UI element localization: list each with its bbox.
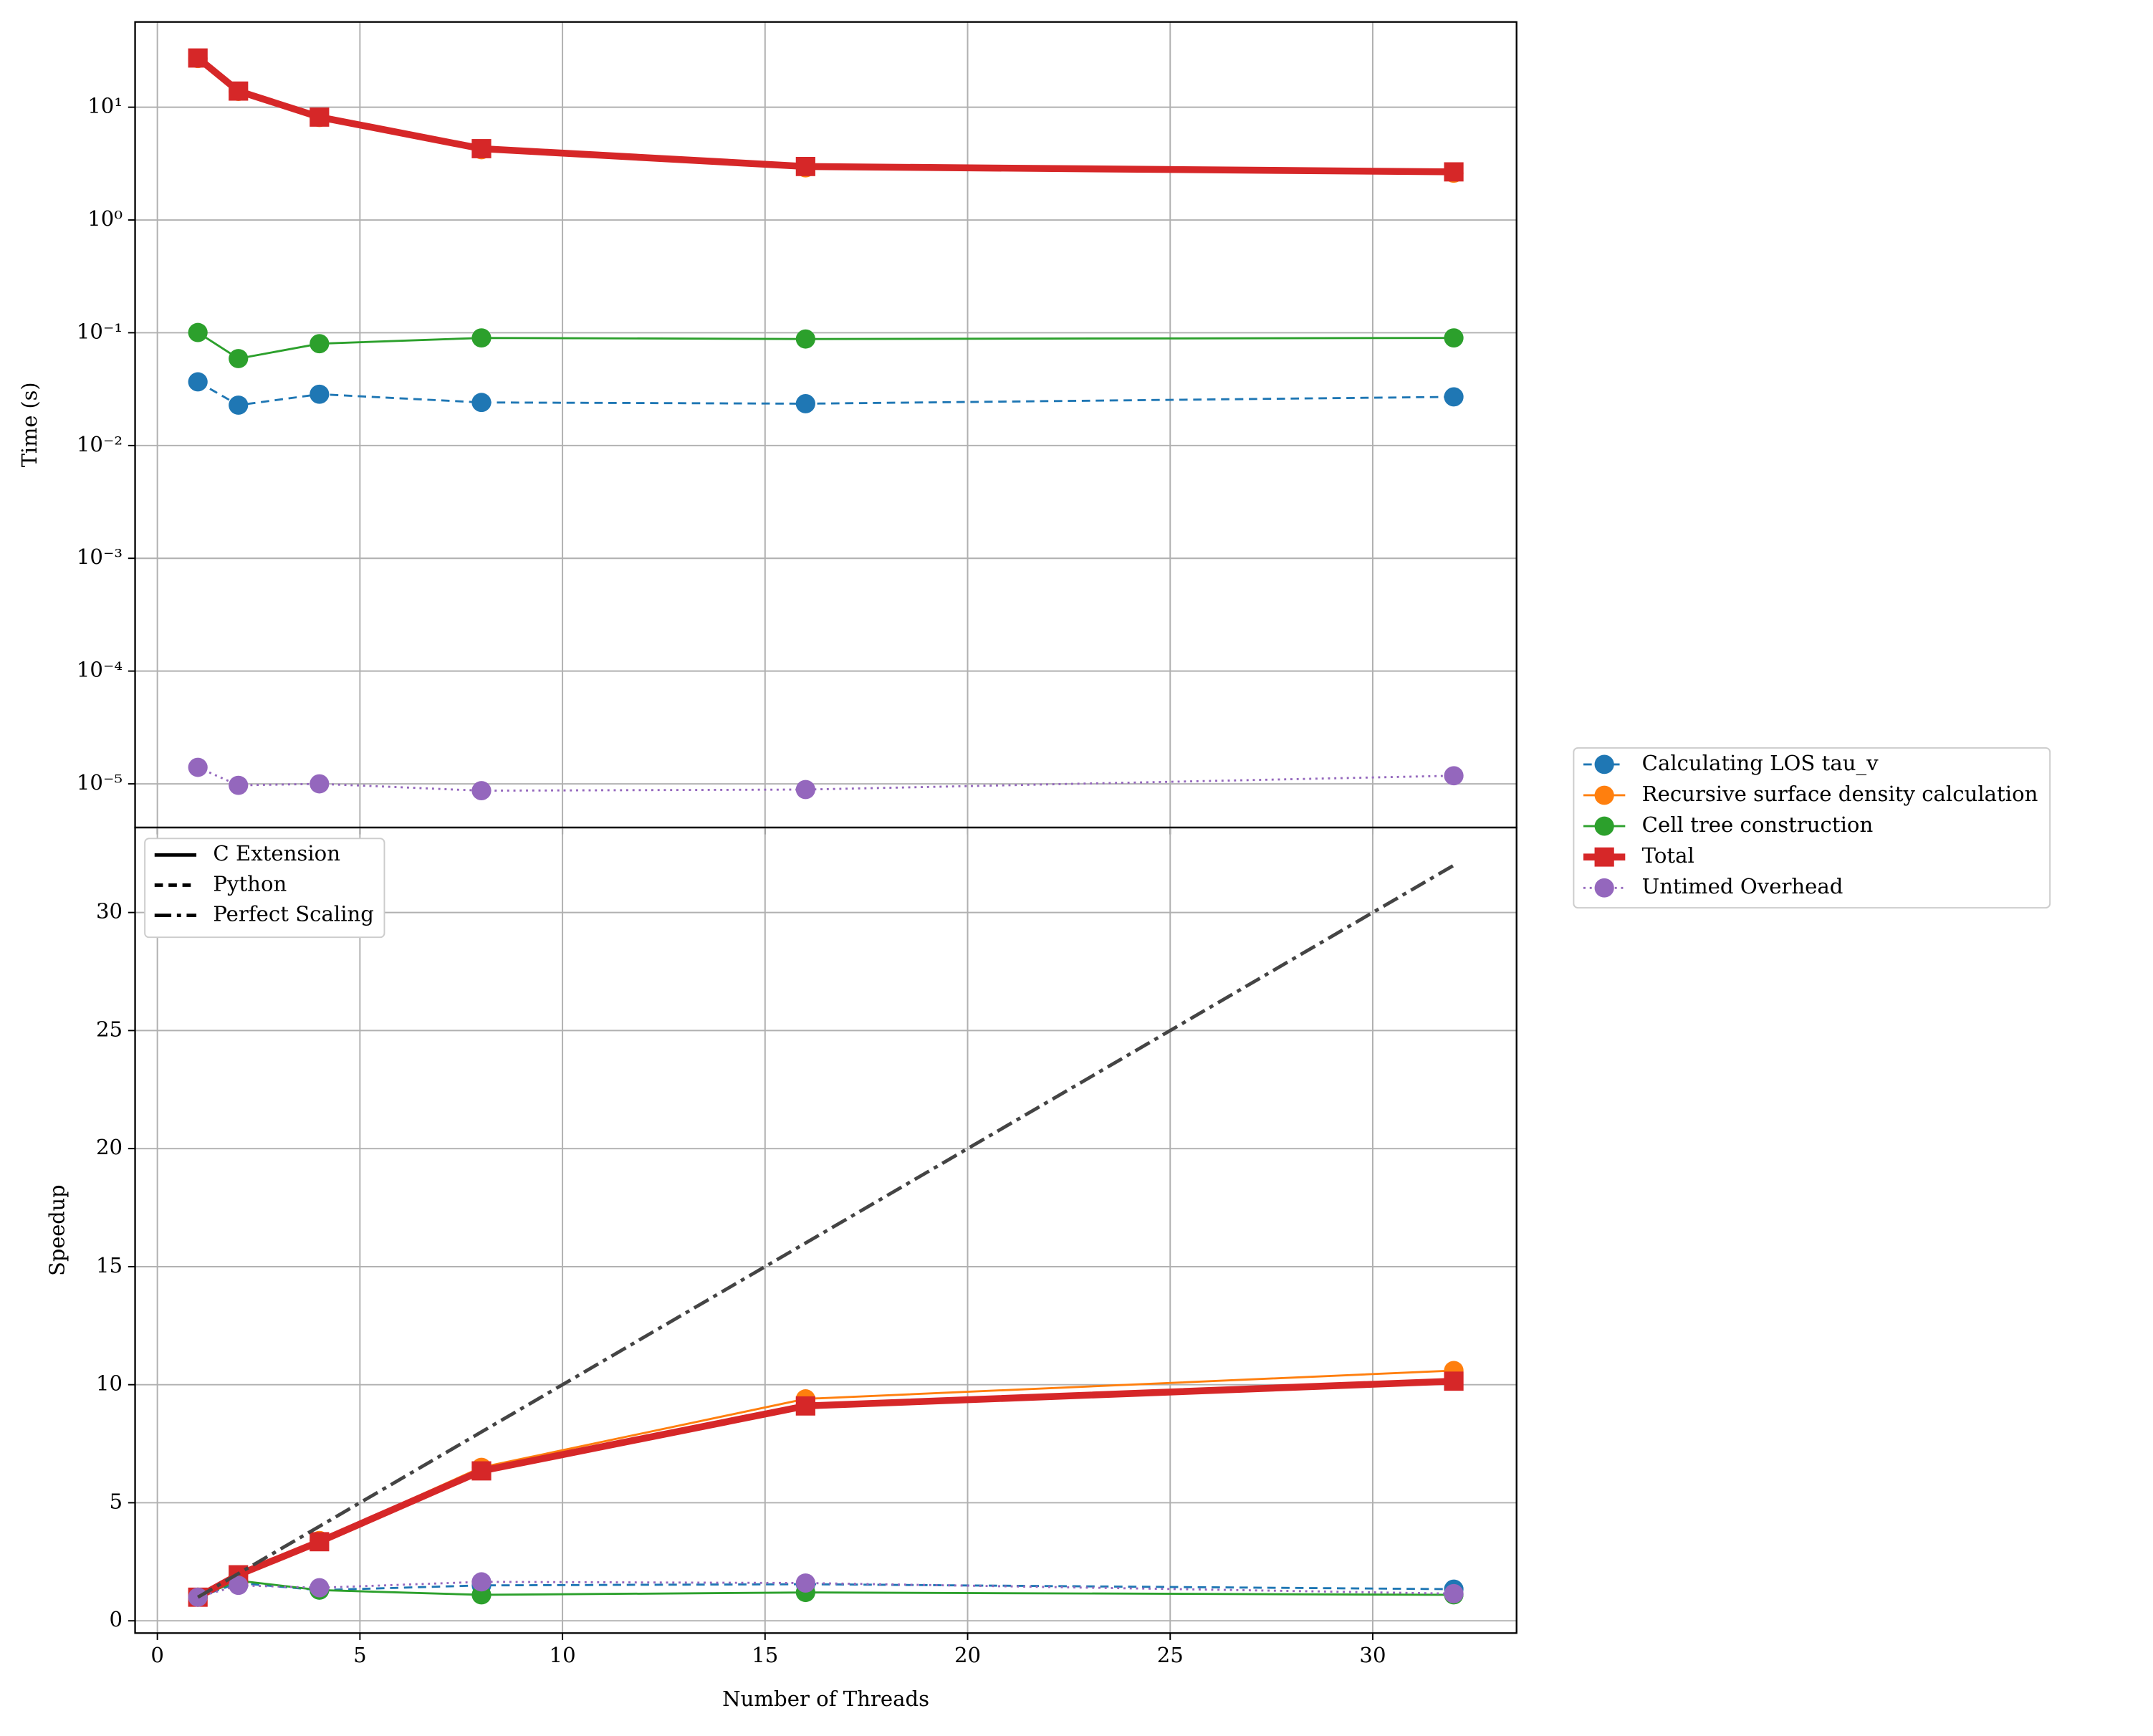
y-tick-label: 10⁻⁵ <box>77 770 123 795</box>
series-line <box>196 863 1455 1599</box>
point <box>310 774 330 794</box>
point <box>229 395 249 415</box>
y-tick-label: 10⁻² <box>77 432 123 456</box>
point <box>310 107 330 127</box>
series-line <box>197 331 1454 360</box>
y-axis-label: Speedup <box>44 1184 69 1275</box>
x-tick-label: 10 <box>550 1643 576 1667</box>
point <box>471 139 492 158</box>
point <box>795 1396 815 1416</box>
legend-label: Untimed Overhead <box>1642 874 1843 898</box>
legend-box <box>144 838 385 939</box>
point <box>471 328 492 348</box>
point <box>1444 328 1464 348</box>
legend-label: Python <box>213 872 287 896</box>
y-tick-label: 10¹ <box>87 94 123 118</box>
point <box>1444 387 1464 407</box>
legend-label: C Extension <box>213 841 340 865</box>
series-line <box>197 57 1454 175</box>
y-tick-label: 20 <box>96 1135 123 1159</box>
series-line <box>197 1579 1454 1598</box>
point <box>188 372 208 392</box>
point <box>229 1576 249 1596</box>
point <box>795 780 815 800</box>
point <box>310 384 330 404</box>
series-line <box>197 766 1454 792</box>
plot-frame <box>134 826 1517 1634</box>
point <box>229 81 249 101</box>
point <box>188 757 208 777</box>
point <box>188 322 208 342</box>
series-line <box>197 380 1454 406</box>
y-tick-label: 5 <box>109 1490 123 1514</box>
legend-marker <box>1594 847 1614 867</box>
point <box>229 775 249 795</box>
point <box>795 329 815 349</box>
point <box>471 393 492 413</box>
x-tick-label: 25 <box>1157 1643 1184 1667</box>
point <box>310 1532 330 1552</box>
point <box>471 1572 492 1592</box>
legend-label: Cell tree construction <box>1642 812 1874 837</box>
point <box>471 1461 492 1481</box>
legend-label: Total <box>1642 843 1694 868</box>
point <box>310 1578 330 1598</box>
y-tick-label: 10 <box>96 1371 123 1396</box>
y-tick-label: 10⁻³ <box>77 545 123 569</box>
x-tick-label: 20 <box>954 1643 981 1667</box>
point <box>1444 1583 1464 1603</box>
y-tick-label: 30 <box>96 899 123 924</box>
y-tick-label: 15 <box>96 1253 123 1277</box>
y-tick-label: 10⁰ <box>87 206 123 231</box>
y-tick-label: 10⁻⁴ <box>77 658 123 682</box>
legend-marker <box>1594 754 1614 775</box>
legend-marker <box>1594 878 1614 898</box>
point <box>795 394 815 413</box>
point <box>1444 162 1464 182</box>
x-tick-label: 30 <box>1359 1643 1386 1667</box>
series-line <box>196 55 1454 176</box>
point <box>188 48 208 68</box>
point <box>795 156 815 176</box>
point <box>1444 1371 1464 1391</box>
point <box>471 781 492 800</box>
x-tick-label: 5 <box>353 1643 367 1667</box>
x-tick-label: 15 <box>752 1643 778 1667</box>
point <box>310 334 330 354</box>
legend-label: Recursive surface density calculation <box>1642 782 2038 806</box>
legend-label: Calculating LOS tau_v <box>1642 751 1879 776</box>
y-axis-label: Time (s) <box>17 382 42 467</box>
plot-frame <box>134 21 1517 829</box>
legend-label: Perfect Scaling <box>213 902 374 926</box>
x-axis-label: Number of Threads <box>722 1687 929 1711</box>
x-tick-label: 0 <box>150 1643 164 1667</box>
y-tick-label: 25 <box>96 1017 123 1042</box>
point <box>229 349 249 368</box>
y-tick-label: 0 <box>109 1607 123 1631</box>
y-tick-label: 10⁻¹ <box>77 320 123 344</box>
legend-box <box>1573 747 2051 909</box>
point <box>795 1573 815 1593</box>
legend-marker <box>1594 785 1614 805</box>
point <box>1444 766 1464 786</box>
point <box>188 1587 208 1607</box>
legend-marker <box>1594 816 1614 836</box>
